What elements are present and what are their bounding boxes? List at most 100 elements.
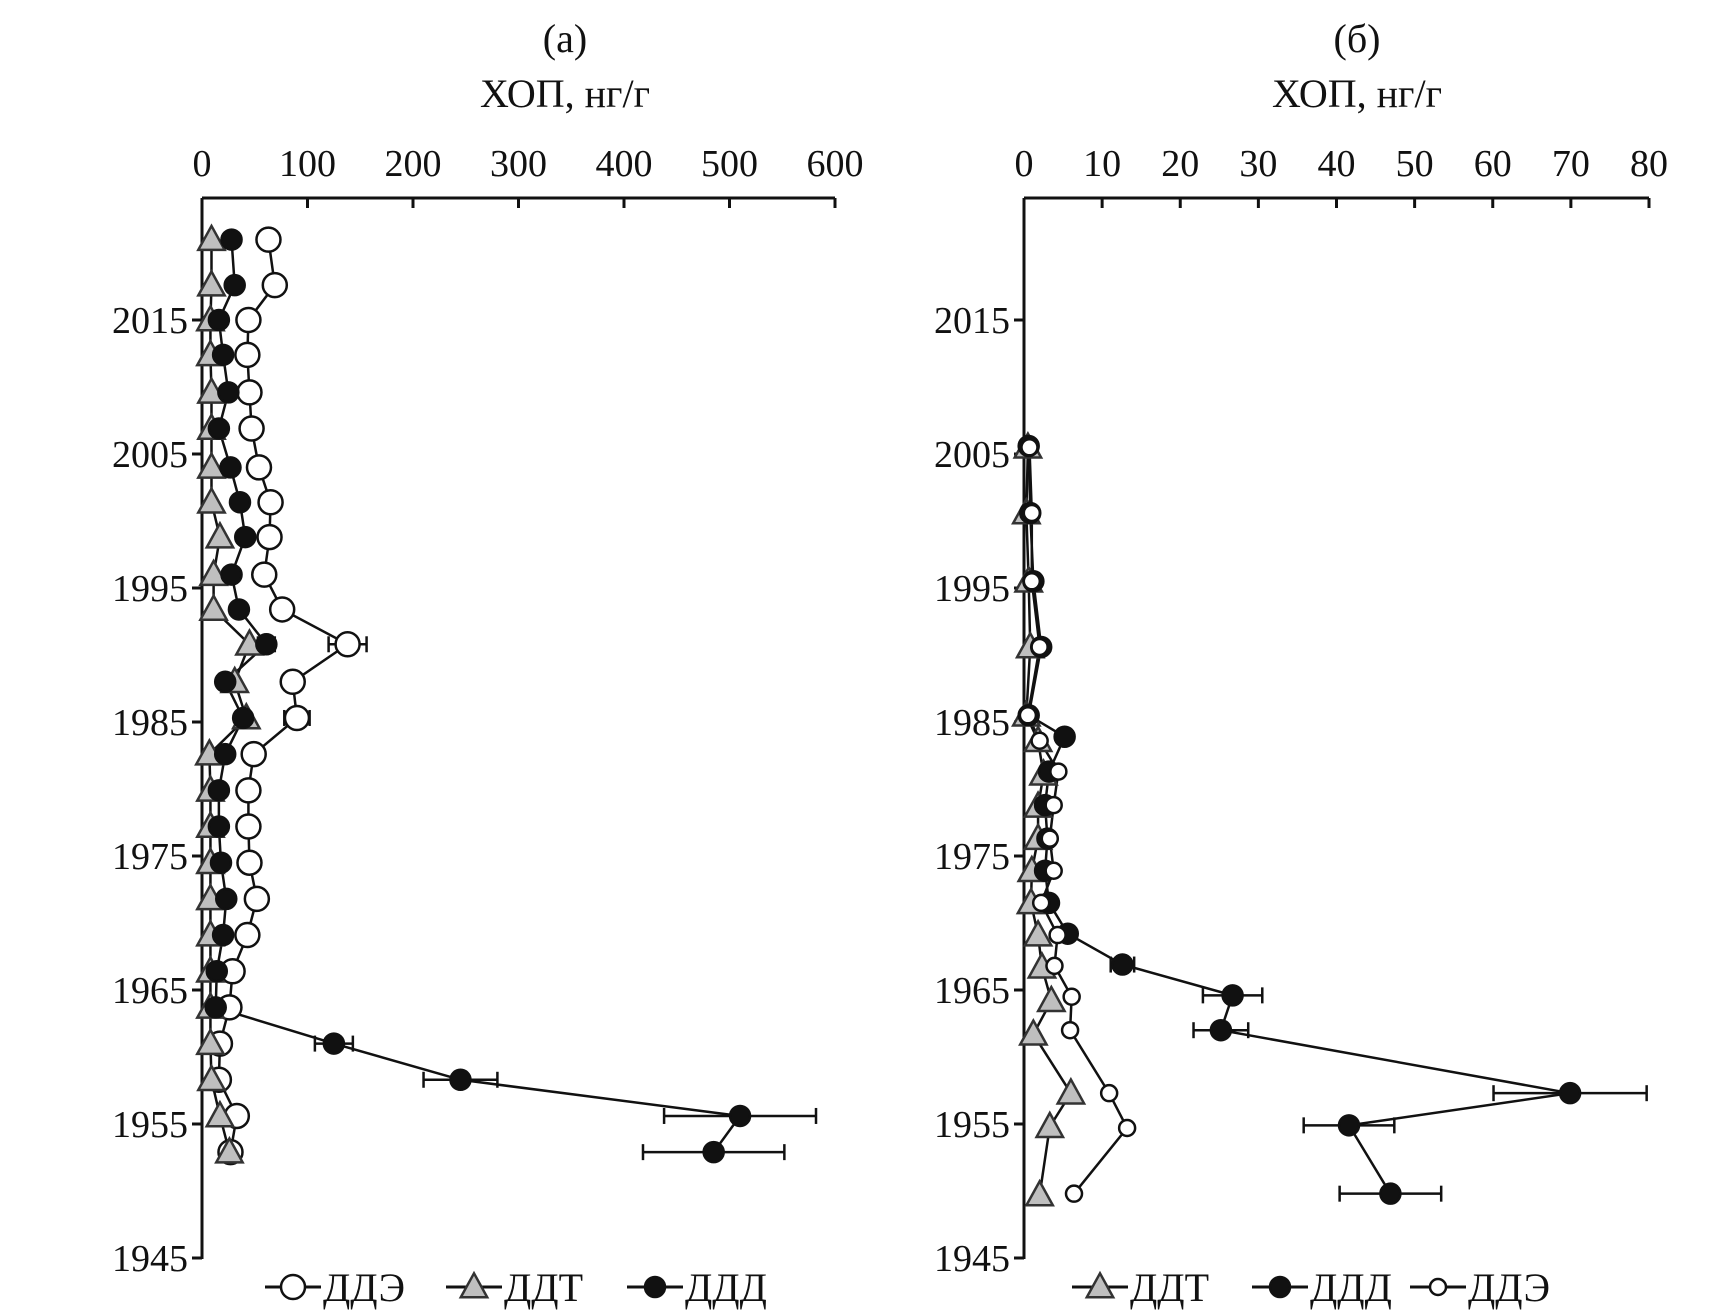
panel-a-data-point [238,415,265,442]
panel-b-y-tick-label: 2005 [934,434,1010,476]
panel-b-data-point [1044,795,1063,815]
panel-a-data-point [235,306,262,334]
panel-a-data-point [204,520,236,549]
panel-a-y-tick-label: 2015 [112,300,188,342]
panel-b-y-tick-label: 1965 [934,970,1010,1012]
panel-a-y-tick-label: 1985 [112,702,188,744]
panel-a-x-tick-label: 400 [596,143,653,185]
panel-b-y-tick-label: 2015 [934,300,1010,342]
panel-a-data-point [207,815,231,838]
panel-a-data-point [205,959,229,983]
panel-a-data-point [240,740,267,768]
panel-b-data-point [1064,1184,1084,1203]
panel-b-x-tick-label: 50 [1396,143,1434,185]
panel-a-data-point [196,451,227,479]
panel-b-legend-label: ДДЭ [1468,1265,1550,1310]
panel-a-x-tick-label: 600 [807,143,864,185]
panel-a-x-tick-label: 300 [490,143,547,185]
panel-a-series [194,223,818,1166]
panel-a-data-point [223,273,246,297]
panel-a-legend-label: ДДД [685,1265,767,1310]
panel-a-data-point [449,1068,472,1092]
panel-a-data-point [227,598,251,621]
panel-a-data-point [256,523,283,551]
panel-b-data-point [1020,438,1039,457]
panel-a-y-tick-label: 2005 [112,434,188,476]
panel-a-data-point [243,885,271,913]
panel-a-data-point [217,381,240,404]
panel-a-data-point [196,485,227,514]
panel-b-y-tick-label: 1995 [934,568,1010,610]
panel-b-legend-marker [1428,1277,1448,1297]
panel-b-axes: 0 10 20 30 40 50 60 70 80 2015 2005 1995 1985 1975 196… [934,143,1668,1280]
panel-a-data-point [257,488,284,516]
panel-b-data-point [1379,1182,1402,1205]
panel-b-data-point [1036,984,1067,1013]
panel-a-x-tick-label: 500 [701,143,758,185]
panel-b-y-tick-label: 1975 [934,836,1010,878]
panel-a-y-tick-label: 1955 [112,1104,188,1146]
panel-a-y-tick-label: 1995 [112,568,188,610]
panel-b-legend: ДДТ ДДД ДДЭ [1072,1265,1550,1310]
panel-a-data-point [204,996,227,1019]
panel-b-data-point [1030,637,1049,657]
panel-a-data-point [235,777,262,804]
panel-b-data-point [1018,706,1038,725]
panel-a-data-point [236,849,263,876]
panel-a-data-point [213,670,237,694]
panel-a-data-point [228,490,252,514]
panel-a-data-point [268,596,296,623]
panel-a-legend-label: ДДЭ [323,1265,405,1310]
panel-a-data-point [728,1104,752,1128]
panel-a-data-point [215,887,238,911]
panel-a-data-point [198,593,229,621]
panel-a-data-point [250,561,278,588]
panel-a-y-tick-label: 1975 [112,836,188,878]
panel-a-data-point [207,417,231,440]
panel-b-data-point [1018,1017,1049,1046]
panel-b-series-line [1027,445,1571,1195]
panel-a-data-point [283,704,311,732]
panel-a-data-point [261,271,289,299]
panel-a-legend-marker [279,1273,307,1301]
panel-b-data-point [1049,762,1068,781]
panel-a-data-point [220,228,243,251]
panel-b-data-point [1055,1076,1087,1105]
panel-b-y-tick-label: 1955 [934,1104,1010,1146]
panel-b-data-point [1117,1118,1137,1138]
panel-a-y-tick-label: 1965 [112,970,188,1012]
panel-a-data-point [214,1135,245,1164]
panel-a-x-tick-label: 200 [385,143,442,185]
panel-a-legend: ДДЭ ДДТ ДДД [265,1265,767,1310]
panel-a-data-point [255,633,278,656]
panel-b-x-tick-label: 30 [1239,143,1277,185]
panel-a-data-point [219,456,242,479]
panel-b-x-tick-label: 40 [1318,143,1356,185]
panel-b-label: (б) [1334,16,1381,61]
panel-a-data-point [198,558,229,587]
panel-a-legend-marker [458,1270,490,1299]
panel-b-x-tick-label: 60 [1474,143,1512,185]
panel-a-axes: 0 100 200 300 400 500 600 2015 2005 1995 1985 1975 1… [112,143,864,1280]
panel-a-data-point [211,343,235,367]
panel-b-data-point [1221,984,1244,1007]
panel-a-data-point [334,631,361,658]
panel-b-y-tick-label: 1945 [934,1238,1010,1280]
panel-a-data-point [255,226,282,253]
panel-a-legend-marker [643,1275,667,1299]
panel-a-data-point [204,1099,236,1128]
panel-a-data-point [234,921,261,949]
panel-a-data-point [279,668,306,696]
panel-b-data-point [1031,893,1051,913]
panel-b-data-point [1062,987,1081,1006]
panel-b-series [1011,431,1648,1207]
panel-b-x-tick-label: 20 [1161,143,1199,185]
panel-a-data-point [207,779,231,802]
panel-a-data-point [235,813,262,840]
panel-b-data-point [1044,861,1063,880]
panel-a-data-point [322,1032,346,1055]
panel-b-data-point [1337,1114,1361,1137]
panel-b-data-point [1030,731,1049,751]
panel-b-data-point [1024,1178,1055,1207]
